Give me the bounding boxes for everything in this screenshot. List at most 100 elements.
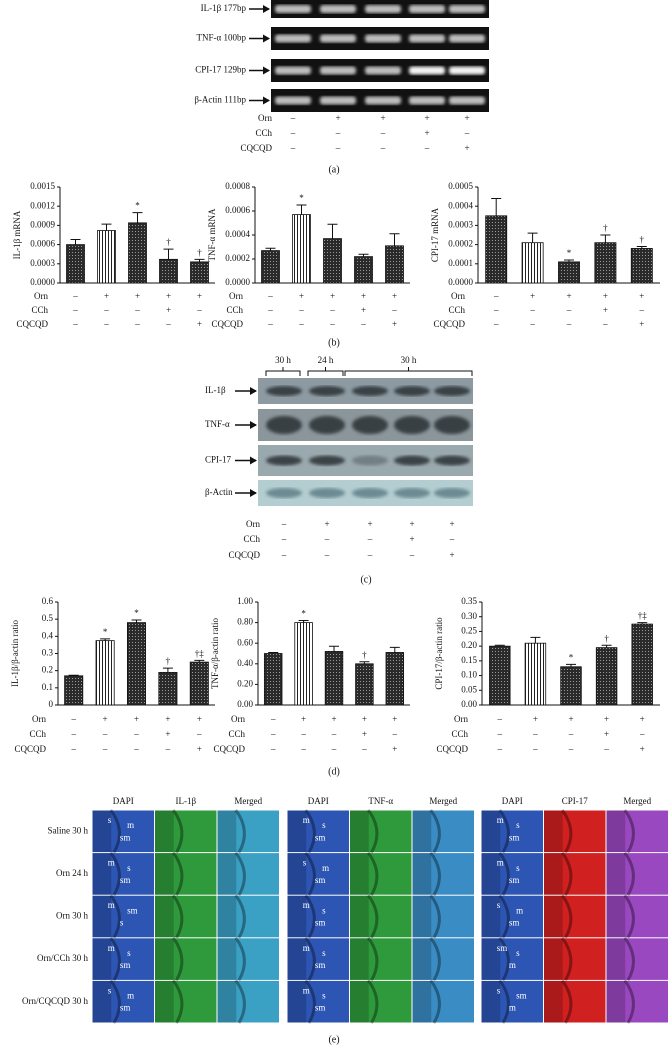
y-tick-label: 0 xyxy=(49,699,54,709)
error-bar xyxy=(68,674,79,676)
arrow-head xyxy=(250,456,257,465)
bar xyxy=(158,671,178,706)
tissue-texture xyxy=(367,851,379,896)
condition-name: Orn xyxy=(32,714,46,724)
tissue-texture xyxy=(304,936,316,982)
condition-sign: + xyxy=(566,291,571,301)
micrograph xyxy=(606,853,668,895)
y-tick-label: 0.60 xyxy=(237,637,253,647)
panel-label: (e) xyxy=(328,1034,339,1045)
y-tick-label: 0.0004 xyxy=(225,229,250,239)
tissue-shade xyxy=(92,980,112,1023)
condition-sign: + xyxy=(331,714,336,724)
bar xyxy=(594,242,617,284)
micrograph xyxy=(544,980,606,1023)
condition-sign: + xyxy=(197,319,202,329)
tissue-label: sm xyxy=(509,832,520,842)
tissue-texture xyxy=(429,894,441,939)
tissue-label: s xyxy=(127,863,131,873)
condition-sign: + xyxy=(361,305,366,315)
micrograph xyxy=(92,895,154,938)
tissue-label: sm xyxy=(509,917,520,927)
tissue-shade xyxy=(155,938,174,980)
condition-sign: – xyxy=(270,744,276,754)
tissue-label: sm xyxy=(315,917,326,927)
tissue-shade xyxy=(544,980,563,1023)
bar xyxy=(385,245,404,284)
tissue-label: m xyxy=(127,991,134,1001)
tissue-shade xyxy=(350,853,369,895)
bar xyxy=(558,261,580,284)
bar xyxy=(128,222,147,284)
annotation: † xyxy=(604,633,609,643)
y-axis-label: CPI-17 mRNA xyxy=(430,207,440,262)
panel-label: (c) xyxy=(360,574,371,585)
channel-header: IL-1β xyxy=(175,796,196,806)
micrograph xyxy=(217,853,279,895)
arrow-head xyxy=(250,387,257,395)
tissue-texture xyxy=(498,851,510,896)
error-bar xyxy=(566,663,576,667)
condition-sign: – xyxy=(267,305,273,315)
y-axis-label: TNF-α/β-actin ratio xyxy=(210,617,220,689)
micrograph xyxy=(544,895,606,938)
condition-sign: – xyxy=(103,319,109,329)
condition-sign: + xyxy=(197,291,202,301)
y-tick-label: 0.30 xyxy=(461,611,477,621)
tissue-shade xyxy=(287,810,307,853)
annotation: * xyxy=(299,193,304,203)
condition-sign: + xyxy=(299,291,304,301)
tissue-texture xyxy=(109,894,121,939)
condition-name: Orn xyxy=(246,519,260,529)
condition-sign: + xyxy=(380,113,385,123)
blot-row-label: β-Actin xyxy=(205,487,233,497)
micrograph xyxy=(92,980,154,1023)
condition-name: CQCQD xyxy=(240,143,272,153)
condition-sign: – xyxy=(380,128,386,138)
error-bar xyxy=(389,646,400,653)
annotation: † xyxy=(640,235,645,245)
condition-sign: + xyxy=(362,714,367,724)
bar xyxy=(595,647,618,706)
condition-sign: – xyxy=(70,729,76,739)
annotation: †‡ xyxy=(195,648,205,658)
condition-sign: – xyxy=(329,319,335,329)
error-bar xyxy=(132,212,143,223)
condition-sign: + xyxy=(330,291,335,301)
error-bar xyxy=(389,233,400,246)
bar xyxy=(66,244,85,284)
condition-sign: – xyxy=(639,305,645,315)
condition-sign: – xyxy=(493,319,499,329)
gel-band xyxy=(275,96,311,105)
y-tick-label: 0.05 xyxy=(461,684,477,694)
condition-sign: + xyxy=(464,143,469,153)
bar xyxy=(126,622,147,706)
condition-sign: + xyxy=(361,291,366,301)
condition-sign: – xyxy=(300,729,306,739)
condition-sign: + xyxy=(639,319,644,329)
condition-sign: – xyxy=(532,744,538,754)
annotation: * xyxy=(134,608,139,618)
error-bar xyxy=(358,253,369,257)
condition-sign: – xyxy=(335,143,341,153)
gel-band xyxy=(320,96,356,105)
error-bar xyxy=(564,259,574,262)
micrograph xyxy=(481,810,543,853)
condition-sign: – xyxy=(360,319,366,329)
tissue-label: s xyxy=(516,820,520,830)
bar xyxy=(355,663,374,706)
error-bar xyxy=(296,204,307,215)
tissue-texture xyxy=(498,809,510,854)
tissue-shade xyxy=(606,895,626,938)
bar xyxy=(560,666,582,706)
blot-row-label: IL-1β xyxy=(205,385,226,395)
micrograph xyxy=(606,980,668,1023)
condition-sign: – xyxy=(281,519,287,529)
condition-sign: – xyxy=(331,729,337,739)
tissue-shade xyxy=(155,810,174,853)
condition-sign: + xyxy=(424,113,429,123)
bracket xyxy=(307,367,344,376)
error-bar xyxy=(100,638,111,641)
channel-header: Merged xyxy=(623,796,651,806)
bar xyxy=(263,653,283,706)
